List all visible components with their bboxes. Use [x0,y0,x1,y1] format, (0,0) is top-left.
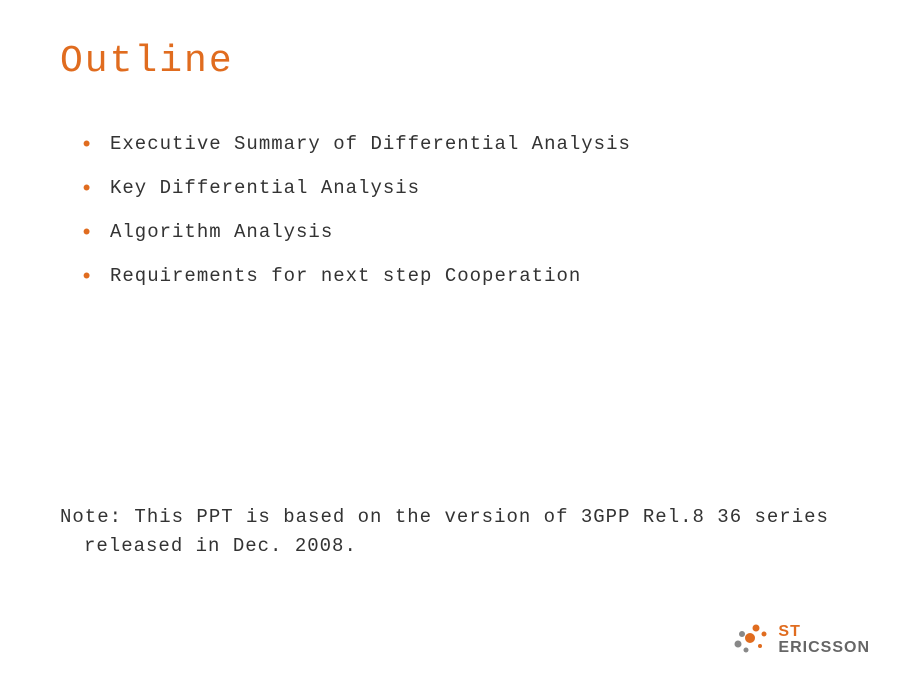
note-line1: Note: This PPT is based on the version o… [60,506,829,528]
logo-text: ST ERICSSON [778,624,870,656]
logo-dots-icon [730,620,770,660]
list-item: Algorithm Analysis [90,221,860,243]
note-line2: released in Dec. 2008. [60,532,860,561]
list-item: Key Differential Analysis [90,177,860,199]
list-item: Requirements for next step Cooperation [90,265,860,287]
logo-text-bottom: ERICSSON [778,640,870,656]
note-text: Note: This PPT is based on the version o… [60,503,860,560]
slide-title: Outline [60,40,860,83]
slide-container: Outline Executive Summary of Differentia… [0,0,920,690]
logo-text-top: ST [778,624,870,640]
outline-list: Executive Summary of Differential Analys… [60,133,860,287]
list-item: Executive Summary of Differential Analys… [90,133,860,155]
st-ericsson-logo: ST ERICSSON [730,620,870,660]
